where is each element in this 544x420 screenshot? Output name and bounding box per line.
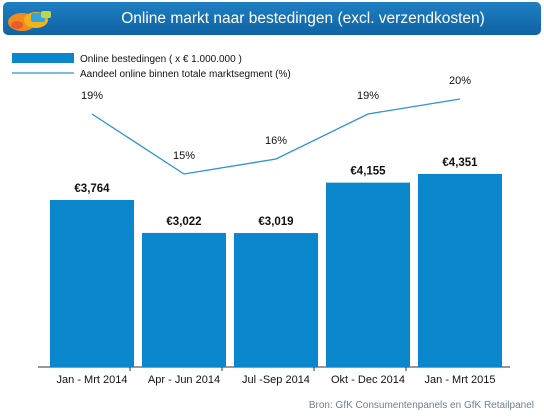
x-tick-label: Apr - Jun 2014: [148, 374, 220, 386]
line-value-label: 20%: [449, 75, 471, 87]
gfk-logo: [8, 11, 51, 31]
bar: [50, 200, 134, 367]
bar-value-label: €3,764: [74, 183, 110, 195]
chart-title: Online markt naar bestedingen (excl. ver…: [121, 10, 485, 27]
share-line: [91, 98, 461, 175]
bar-value-label: €3,019: [258, 216, 293, 228]
bar: [142, 232, 226, 367]
x-tick-label: Jan - Mrt 2014: [57, 374, 128, 386]
bar-value-label: €3,022: [166, 216, 201, 228]
line-value-label: 19%: [81, 90, 103, 102]
x-tick-label: Jan - Mrt 2015: [425, 374, 496, 386]
line-value-label: 19%: [357, 90, 379, 102]
bar-value-label: €4,351: [442, 157, 478, 169]
line-value-label: 16%: [265, 135, 287, 147]
bar: [418, 173, 502, 367]
x-tick-label: Jul -Sep 2014: [242, 374, 310, 386]
chart: Online bestedingen ( x € 1.000.000 ) Aand…: [12, 53, 510, 386]
title-bar: Online markt naar bestedingen (excl. ver…: [3, 2, 541, 35]
line-value-label: 15%: [173, 150, 195, 162]
source-note: Bron: GfK Consumentenpanels en GfK Retai…: [308, 400, 534, 411]
legend-label-line: Aandeel online binnen totale marktsegmen…: [80, 69, 291, 80]
bar: [326, 182, 410, 367]
x-tick-label: Okt - Dec 2014: [331, 374, 405, 386]
bar-value-label: €4,155: [350, 166, 386, 178]
legend-label-bar: Online bestedingen ( x € 1.000.000 ): [80, 54, 242, 65]
bar: [234, 233, 318, 367]
legend-swatch-bar: [12, 53, 74, 63]
